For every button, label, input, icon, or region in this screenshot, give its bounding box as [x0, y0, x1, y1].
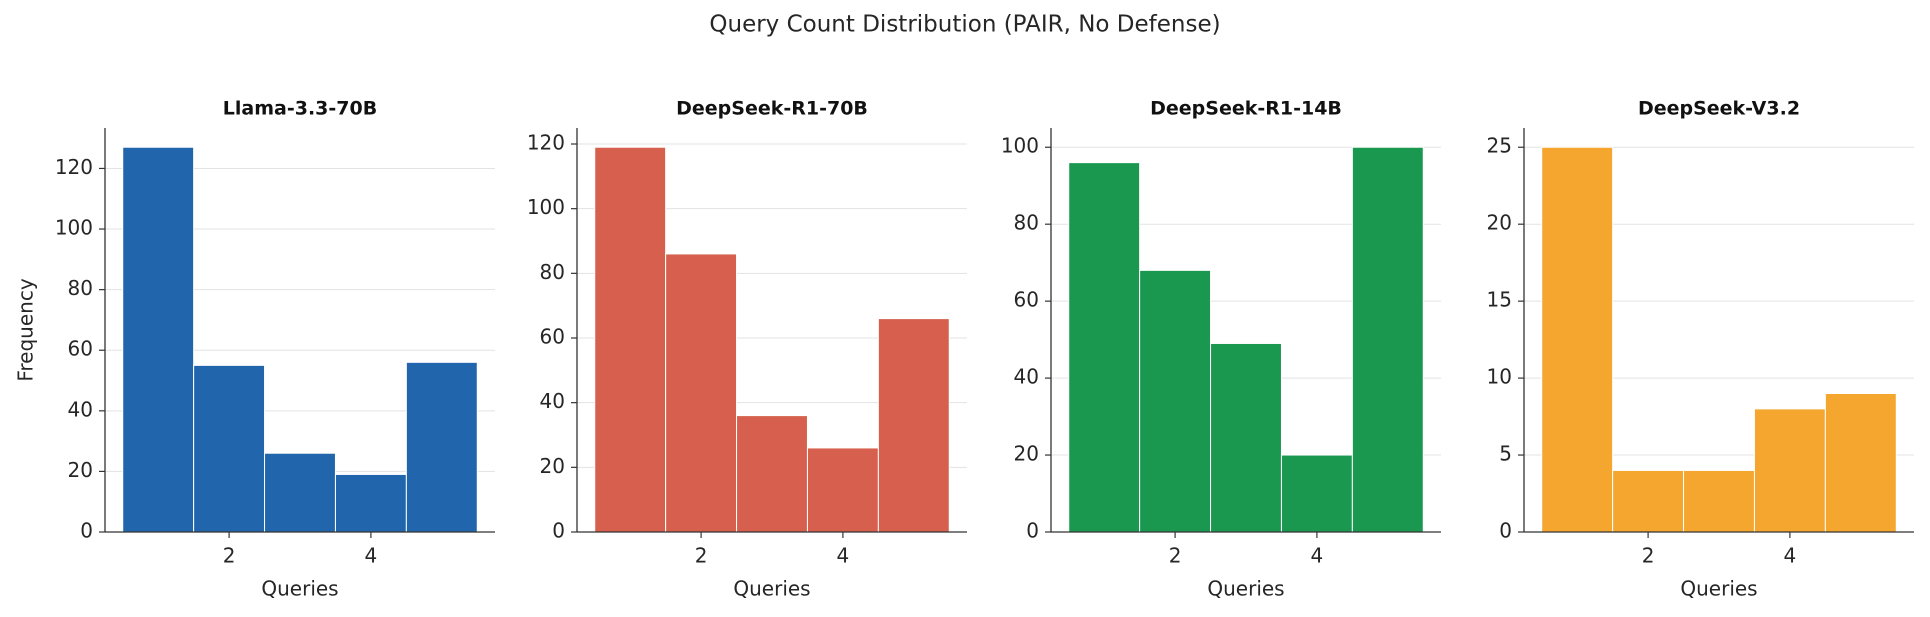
y-axis-label: Frequency	[14, 278, 38, 381]
x-tick-label: 4	[365, 544, 378, 568]
bar	[806, 447, 879, 533]
y-tick-label: 20	[1487, 211, 1512, 235]
bar	[1753, 408, 1826, 533]
bar	[665, 253, 738, 533]
y-tick-label: 60	[540, 325, 565, 349]
bar	[1683, 469, 1755, 533]
y-tick-label: 100	[527, 195, 565, 219]
x-axis-label: Queries	[733, 577, 810, 601]
bar	[1541, 146, 1614, 533]
bar	[193, 364, 266, 533]
bar	[1612, 469, 1685, 533]
y-tick-label: 40	[1014, 365, 1039, 389]
y-tick-label: 0	[552, 519, 565, 543]
x-tick-label: 4	[1311, 544, 1324, 568]
y-tick-label: 80	[1014, 211, 1039, 235]
x-tick-label: 2	[1169, 544, 1182, 568]
y-tick-label: 0	[1026, 519, 1039, 543]
x-tick-label: 4	[1784, 544, 1797, 568]
y-tick-label: 25	[1487, 134, 1512, 158]
bar	[122, 146, 195, 533]
bar	[405, 361, 478, 533]
y-tick-label: 120	[527, 131, 565, 155]
y-tick-label: 20	[1014, 442, 1039, 466]
bar	[1210, 342, 1282, 533]
y-tick-label: 0	[80, 519, 93, 543]
bar	[1280, 454, 1353, 533]
x-axis-label: Queries	[1207, 577, 1284, 601]
y-tick-label: 40	[540, 389, 565, 413]
x-tick-label: 2	[1642, 544, 1655, 568]
y-tick-label: 80	[68, 276, 93, 300]
x-axis-label: Queries	[261, 577, 338, 601]
y-tick-label: 80	[540, 260, 565, 284]
bar	[1068, 162, 1141, 533]
y-tick-label: 20	[68, 458, 93, 482]
y-tick-label: 60	[68, 337, 93, 361]
bar	[1139, 269, 1212, 533]
bar	[1824, 392, 1897, 533]
subplot-title: DeepSeek-R1-14B	[1150, 98, 1342, 120]
bar	[736, 415, 808, 533]
y-tick-label: 15	[1487, 288, 1512, 312]
x-axis-label: Queries	[1680, 577, 1757, 601]
bar	[1351, 146, 1424, 533]
y-tick-label: 120	[55, 155, 93, 179]
y-tick-label: 5	[1499, 442, 1512, 466]
y-tick-label: 40	[68, 397, 93, 421]
subplot-title: Llama-3.3-70B	[223, 98, 377, 120]
y-tick-label: 20	[540, 454, 565, 478]
x-tick-label: 2	[223, 544, 236, 568]
subplot-title: DeepSeek-V3.2	[1638, 98, 1800, 120]
bar	[877, 318, 950, 533]
x-tick-label: 2	[695, 544, 708, 568]
subplot-title: DeepSeek-R1-70B	[676, 98, 868, 120]
y-tick-label: 0	[1499, 519, 1512, 543]
bar	[264, 452, 336, 533]
x-tick-label: 4	[837, 544, 850, 568]
y-tick-label: 60	[1014, 288, 1039, 312]
bar	[594, 146, 667, 533]
y-tick-label: 100	[1001, 134, 1039, 158]
y-tick-label: 10	[1487, 365, 1512, 389]
bar	[334, 473, 407, 533]
y-tick-label: 100	[55, 216, 93, 240]
figure-title: Query Count Distribution (PAIR, No Defen…	[709, 12, 1220, 38]
